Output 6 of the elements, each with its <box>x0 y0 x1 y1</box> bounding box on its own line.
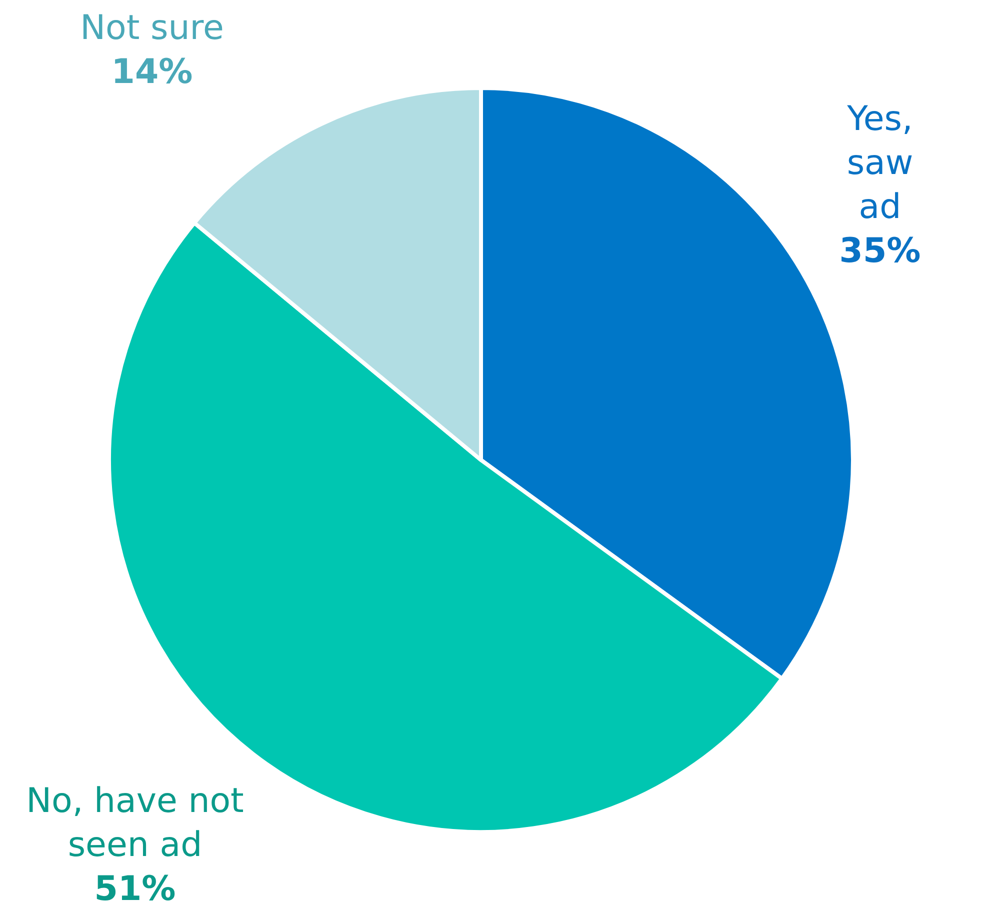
slice-label: Not sure <box>80 8 224 48</box>
slice-label: Yes, saw ad <box>846 99 914 227</box>
slice-label: No, have not seen ad <box>26 781 244 865</box>
data-label: 35% <box>838 230 922 273</box>
data-label: 14% <box>110 51 194 94</box>
data-label: 51% <box>93 868 177 911</box>
